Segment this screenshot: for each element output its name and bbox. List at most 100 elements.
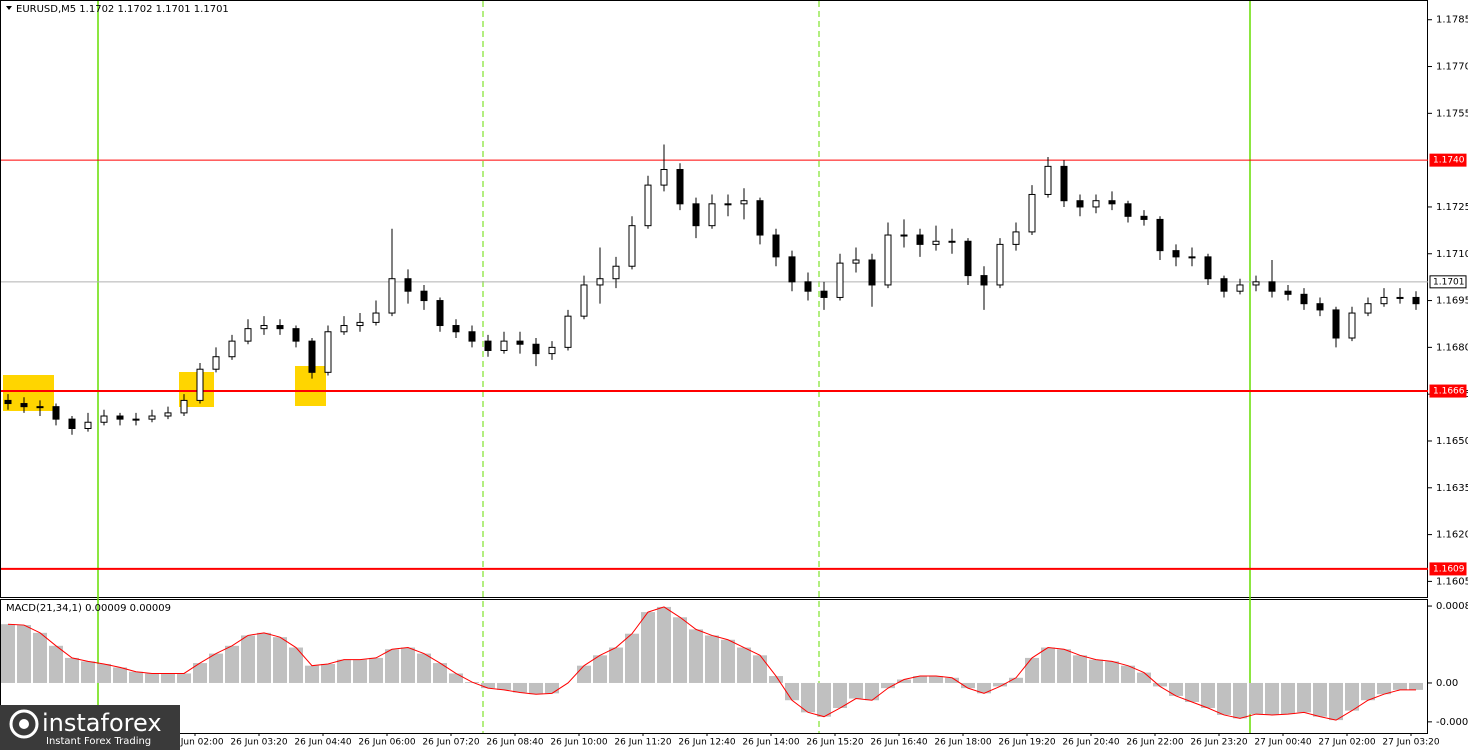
macd-bar <box>1393 682 1407 690</box>
macd-bar <box>49 645 63 683</box>
macd-bar <box>865 682 879 701</box>
candle-body <box>1316 303 1324 311</box>
price-label-box <box>1429 562 1467 576</box>
x-tick-label: 26 Jun 06:00 <box>358 738 415 748</box>
macd-bar <box>1201 682 1215 709</box>
macd-bar <box>481 682 495 689</box>
chart-title: EURUSD,M5 1.1702 1.1702 1.1701 1.1701 <box>16 4 229 15</box>
candle-body <box>676 169 684 205</box>
candle-body <box>740 200 748 205</box>
candle-body <box>180 399 188 414</box>
candle-body <box>900 234 908 237</box>
macd-bar <box>593 655 607 683</box>
macd-bar <box>433 663 447 683</box>
x-tick-label: 26 Jun 08:40 <box>486 738 543 748</box>
candle-body <box>292 328 300 342</box>
macd-bar <box>65 657 79 683</box>
macd-bar <box>849 682 863 699</box>
candle-body <box>164 412 172 417</box>
candle-body <box>580 284 588 317</box>
macd-bar <box>929 676 943 683</box>
candle-body <box>468 331 476 342</box>
macd-bar <box>305 665 319 683</box>
candle-body <box>1412 296 1420 305</box>
candle-body <box>516 340 524 345</box>
candle-body <box>868 259 876 286</box>
candle-body <box>1060 165 1068 202</box>
macd-bar <box>145 673 159 683</box>
macd-bar <box>913 676 927 683</box>
candle-body <box>772 234 780 258</box>
candle-body <box>1076 200 1084 208</box>
candle-body <box>724 203 732 206</box>
macd-bar <box>1025 657 1039 683</box>
macd-bar <box>1217 682 1231 715</box>
price-label: 1.1701 <box>1433 277 1465 287</box>
candle-body <box>564 315 572 348</box>
candle-body <box>916 234 924 245</box>
macd-bar <box>257 632 271 683</box>
x-tick-label: 26 Jun 16:40 <box>870 738 927 748</box>
candle-body <box>1284 290 1292 295</box>
macd-bar <box>577 665 591 683</box>
macd-bar <box>1105 661 1119 683</box>
y-tick-label: 1.1650 <box>1436 436 1468 447</box>
macd-bar <box>273 637 287 683</box>
candle-body <box>1364 303 1372 314</box>
macd-bar <box>209 653 223 683</box>
macd-bar <box>241 635 255 683</box>
macd-bar <box>1153 682 1167 687</box>
candle-body <box>404 278 412 292</box>
candle-body <box>372 312 380 323</box>
candle-body <box>1124 203 1132 217</box>
candle-body <box>692 203 700 227</box>
x-tick-label: 26 Jun 12:40 <box>678 738 735 748</box>
macd-bar <box>785 682 799 701</box>
main-pane <box>0 0 1428 598</box>
y-tick-label: 1.1620 <box>1436 530 1468 541</box>
macd-bar <box>673 617 687 683</box>
candle-body <box>20 403 28 408</box>
macd-bar <box>17 625 31 683</box>
macd-bar <box>977 682 991 694</box>
candle-body <box>964 240 972 277</box>
macd-bar <box>513 682 527 693</box>
macd-bar <box>817 682 831 717</box>
candle-body <box>1028 193 1036 233</box>
macd-bar <box>657 606 671 683</box>
candle-body <box>532 343 540 355</box>
candle-body <box>1204 256 1212 280</box>
candle-body <box>260 325 268 330</box>
macd-bar <box>705 635 719 683</box>
macd-bar <box>1121 665 1135 683</box>
candle-body <box>1220 278 1228 292</box>
candle-body <box>244 328 252 342</box>
candle-body <box>196 368 204 401</box>
candle-body <box>852 259 860 264</box>
candle-body <box>1332 309 1340 339</box>
macd-bar <box>1185 682 1199 702</box>
x-tick-label: 26 Jun 10:00 <box>550 738 607 748</box>
x-tick-label: 26 Jun 11:20 <box>614 738 671 748</box>
logo-tagline: Instant Forex Trading <box>46 736 151 747</box>
macd-bar <box>721 639 735 683</box>
candle-body <box>1300 293 1308 305</box>
price-label-box <box>1429 384 1467 398</box>
candle-body <box>484 340 492 351</box>
logo: instaforex Instant Forex Trading <box>0 705 180 750</box>
macd-bar <box>945 677 959 683</box>
candle-body <box>1252 281 1260 286</box>
candle-body <box>1396 296 1404 299</box>
candle-body <box>68 418 76 429</box>
macd-bar <box>689 629 703 683</box>
y-tick-label: 1.1605 <box>1436 576 1468 587</box>
indicator-title: MACD(21,34,1) 0.00009 0.00009 <box>6 603 171 614</box>
candle-body <box>4 399 12 405</box>
y-tick-label: 1.1635 <box>1436 483 1468 494</box>
macd-bar <box>625 633 639 683</box>
y-tick-label: 1.1755 <box>1436 108 1468 119</box>
macd-bar <box>97 663 111 683</box>
candle-body <box>276 325 284 330</box>
x-tick-label: 26 Jun 15:20 <box>806 738 863 748</box>
y2-tick-label: 0.00 <box>1436 678 1458 689</box>
